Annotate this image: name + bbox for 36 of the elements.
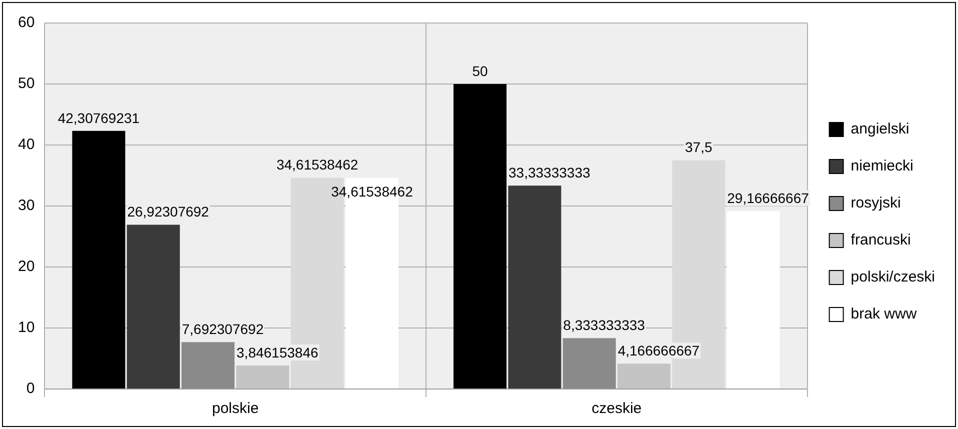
bar [236, 366, 290, 388]
legend-label: brak www [850, 306, 917, 323]
x-tick-label: czeskie [592, 400, 642, 418]
data-label: 34,61538462 [276, 156, 358, 173]
data-label: 33,33333333 [508, 164, 590, 181]
bar [562, 338, 616, 388]
bar [182, 342, 235, 388]
y-tick-label: 50 [18, 75, 35, 92]
data-label: 26,92307692 [127, 204, 210, 220]
data-label: 29,16666667 [727, 190, 810, 206]
bar [72, 130, 126, 388]
legend-label: rosyjski [850, 194, 901, 212]
legend-label: niemiecki [850, 158, 914, 175]
data-label: 8,333333333 [563, 317, 646, 334]
y-tick-label: 60 [18, 14, 35, 32]
bar [126, 224, 180, 388]
data-label: 4,166666667 [618, 342, 700, 358]
data-label: 50 [472, 62, 488, 79]
y-tick-label: 0 [26, 380, 35, 398]
data-label: 7,692307692 [182, 320, 264, 337]
bar [454, 84, 507, 388]
legend-label: francuski [850, 232, 911, 249]
data-label: 37,5 [685, 139, 712, 156]
legend-label: polski/czeski [850, 268, 936, 286]
y-tick-label: 20 [18, 258, 35, 276]
y-tick-label: 10 [18, 319, 35, 336]
bar [726, 211, 780, 388]
y-tick-label: 40 [18, 136, 35, 154]
data-label: 34,61538462 [331, 184, 414, 200]
legend-label: angielski [850, 120, 910, 138]
bar [617, 364, 670, 388]
x-tick-label: polskie [212, 400, 259, 418]
data-label: 42,30769231 [58, 110, 140, 126]
y-tick-label: 30 [18, 197, 35, 214]
bar [508, 186, 562, 388]
data-label: 3,846153846 [236, 344, 318, 360]
